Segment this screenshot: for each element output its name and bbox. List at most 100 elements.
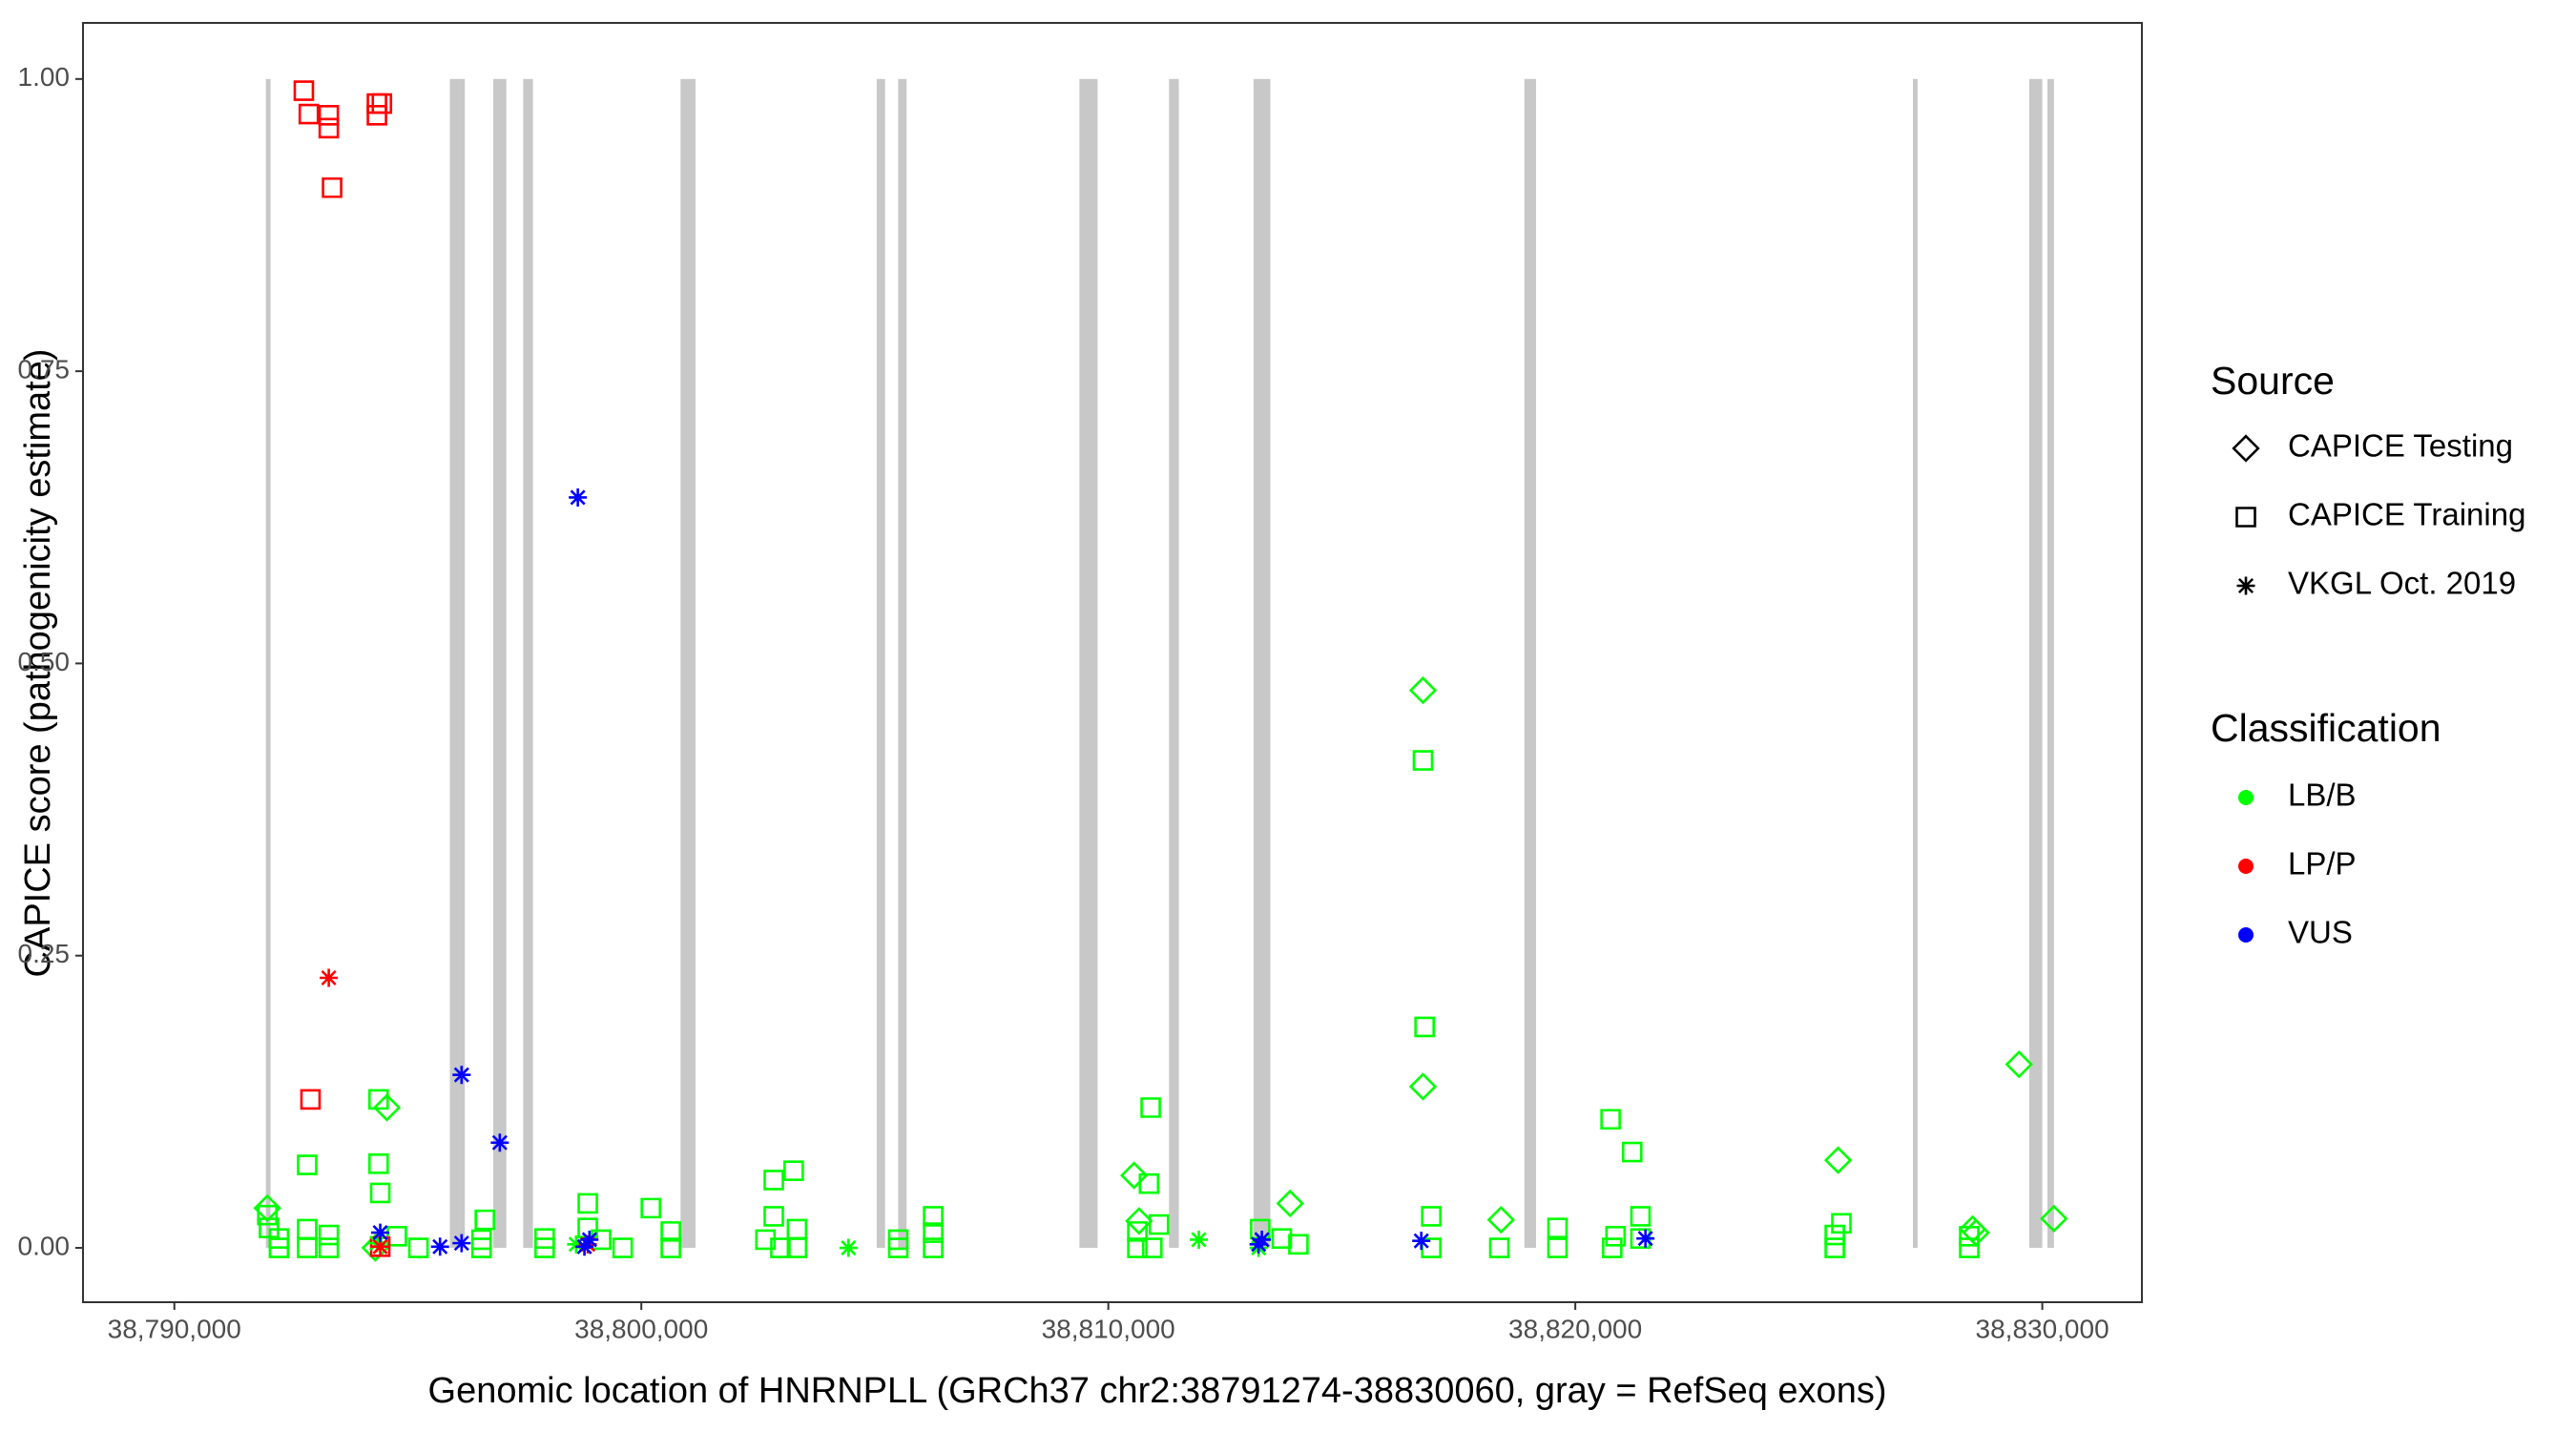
point: [257, 1204, 278, 1226]
point: [1630, 1228, 1652, 1250]
point: [612, 1237, 634, 1258]
legend-label: VUS: [2288, 915, 2353, 950]
point: [1621, 1141, 1643, 1163]
exon: [1079, 78, 1098, 1249]
point: [1636, 1229, 1655, 1248]
point: [1630, 1206, 1652, 1227]
point: [786, 1237, 808, 1258]
point: [430, 1237, 449, 1256]
point: [575, 1237, 594, 1256]
point: [569, 487, 588, 507]
x-tick-label: 38,830,000: [1976, 1314, 2109, 1343]
point: [322, 176, 343, 198]
point: [1148, 1213, 1170, 1235]
point: [1547, 1217, 1568, 1238]
exon: [493, 78, 507, 1249]
point: [1412, 1232, 1431, 1251]
point: [763, 1170, 784, 1191]
point: [470, 1237, 492, 1258]
point: [490, 1133, 509, 1152]
point: [1127, 1221, 1148, 1242]
legend-symbol: [2238, 790, 2254, 805]
point: [297, 1154, 318, 1175]
exon: [523, 78, 533, 1249]
legend-title: Classification: [2211, 706, 2441, 750]
point: [1253, 1230, 1272, 1249]
legend-title: Source: [2211, 359, 2335, 403]
point: [534, 1237, 555, 1258]
point: [297, 1237, 318, 1258]
point: [2040, 1204, 2068, 1234]
legend-symbol: [2238, 859, 2254, 874]
point: [1547, 1237, 1568, 1258]
legend-label: LB/B: [2288, 778, 2357, 813]
legend-label: CAPICE Training: [2288, 497, 2525, 532]
x-tick-label: 38,800,000: [574, 1314, 708, 1343]
point: [1959, 1237, 1980, 1258]
exon: [876, 78, 885, 1249]
exon: [1524, 78, 1537, 1249]
point: [372, 1093, 402, 1122]
point: [1412, 750, 1434, 771]
exon: [1913, 78, 1918, 1249]
point: [1250, 1218, 1271, 1240]
point: [660, 1237, 681, 1258]
point: [1125, 1207, 1153, 1235]
point: [1602, 1237, 1623, 1258]
point: [577, 1192, 598, 1214]
point: [386, 1225, 407, 1247]
legend-label: LP/P: [2288, 846, 2357, 881]
point: [1271, 1228, 1293, 1250]
point: [1141, 1237, 1163, 1258]
point: [371, 1237, 390, 1256]
point: [1408, 1072, 1438, 1101]
plot-border: [82, 22, 2143, 1303]
legend-symbol: [2236, 576, 2255, 595]
x-tick-label: 38,810,000: [1042, 1314, 1175, 1343]
point: [1421, 1206, 1442, 1227]
point: [371, 1223, 390, 1242]
point: [300, 1089, 322, 1110]
exon: [898, 78, 907, 1249]
point: [763, 1206, 784, 1227]
exon: [1169, 78, 1179, 1249]
legend-label: VKGL Oct. 2019: [2288, 566, 2516, 601]
point: [1600, 1109, 1621, 1130]
point: [1140, 1097, 1161, 1118]
point: [783, 1160, 804, 1181]
x-tick-label: 38,790,000: [108, 1314, 241, 1343]
point: [2005, 1050, 2033, 1079]
point: [253, 1193, 281, 1223]
point: [923, 1237, 944, 1258]
legend-label: CAPICE Testing: [2288, 428, 2513, 464]
y-tick-label: 0.50: [18, 647, 71, 676]
point: [452, 1066, 471, 1085]
point: [577, 1217, 598, 1238]
exon: [2028, 78, 2043, 1249]
y-axis-title: CAPICE score (pathogenicity estimate): [18, 349, 58, 978]
point: [887, 1229, 909, 1251]
point: [1421, 1237, 1442, 1258]
point: [318, 117, 340, 139]
point: [1486, 1205, 1515, 1234]
point: [1138, 1172, 1160, 1194]
y-tick-label: 0.25: [18, 939, 71, 968]
y-tick-label: 0.75: [18, 355, 71, 384]
exon: [449, 78, 466, 1249]
exon: [2046, 78, 2054, 1249]
point: [1824, 1237, 1845, 1258]
exon: [265, 78, 271, 1249]
point: [407, 1237, 429, 1258]
x-axis-title: Genomic location of HNRNPLL (GRCh37 chr2…: [428, 1371, 1887, 1411]
point: [318, 1237, 340, 1258]
point: [1288, 1234, 1309, 1255]
point: [640, 1197, 661, 1219]
point: [298, 103, 320, 125]
point: [839, 1238, 858, 1257]
point: [1276, 1189, 1304, 1218]
point: [1190, 1230, 1209, 1249]
point: [367, 1089, 389, 1110]
legend-symbol: [2232, 434, 2260, 463]
